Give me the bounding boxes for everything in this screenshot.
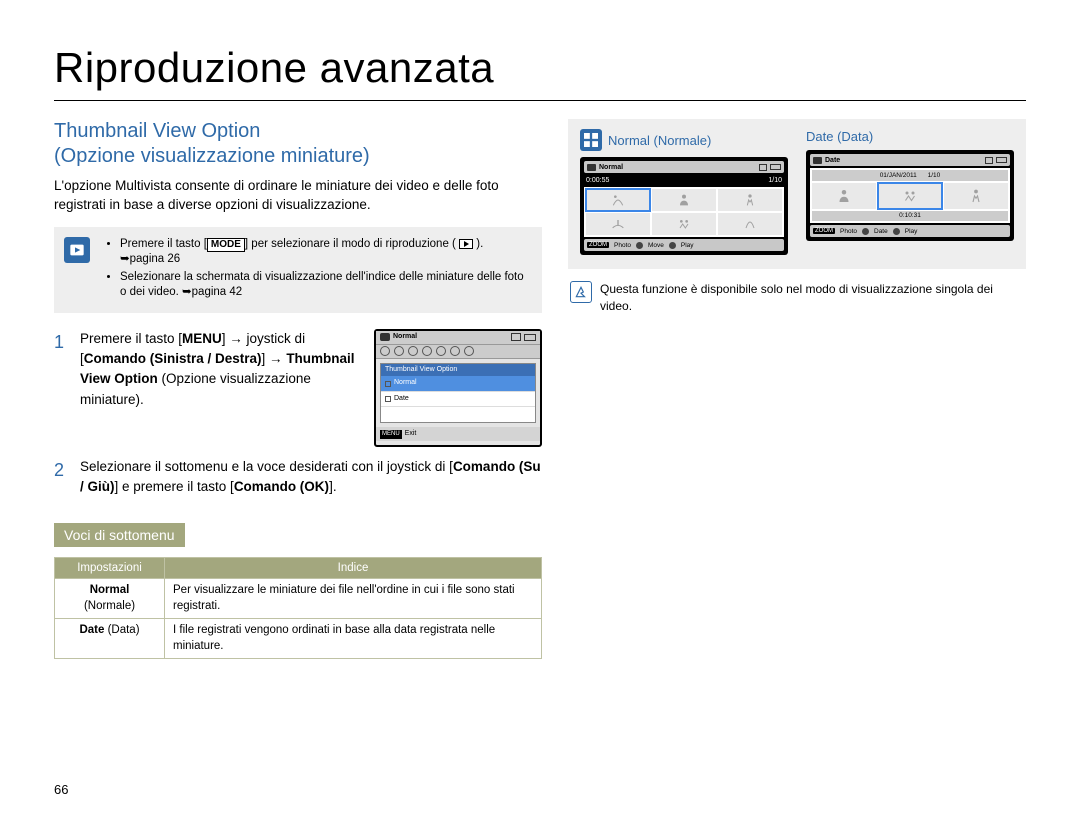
video-icon: [587, 164, 596, 171]
info-note-text: Questa funzione è disponibile solo nel m…: [600, 281, 1026, 315]
camera-icon: [380, 333, 390, 341]
menu-option: Date: [381, 392, 535, 408]
intro-text: L'opzione Multivista consente di ordinar…: [54, 177, 542, 215]
table-row: Normal(Normale) Per visualizzare le mini…: [55, 579, 542, 619]
battery-icon: [996, 157, 1007, 163]
mode-badge: MODE: [207, 238, 245, 252]
step-number: 2: [54, 457, 70, 498]
joystick-icon: [862, 228, 869, 235]
preview-title: Date (Data): [806, 129, 1014, 144]
thumbnail: [652, 189, 716, 211]
camera-screen-date: Date 01/JAN/2011 1/10 0:10:31: [806, 150, 1014, 241]
divider: [54, 100, 1026, 101]
step: 1 Normal Thumbnail View Option: [54, 329, 542, 447]
menu-tab-icons: [376, 345, 540, 359]
preview-date: Date (Data) Date 01/JAN/2011 1/10: [806, 129, 1014, 255]
thumbnail: [718, 189, 782, 211]
joystick-icon: [893, 228, 900, 235]
clip-count: 1/10: [768, 177, 782, 184]
note-bullet: Premere il tasto [MODE] per selezionare …: [120, 237, 528, 268]
joystick-icon: [636, 242, 643, 249]
info-icon: [570, 281, 592, 303]
joystick-icon: [669, 242, 676, 249]
page-number: 66: [54, 782, 68, 797]
menu-mode-label: Normal: [393, 332, 417, 343]
thumbnail: [812, 183, 876, 209]
right-column: Normal (Normale) Normal 0:00:551/10: [568, 119, 1026, 659]
submenu-table: Impostazioni Indice Normal(Normale) Per …: [54, 557, 542, 659]
submenu-heading: Voci di sottomenu: [54, 523, 185, 547]
step-text: Selezionare il sottomenu e la voce desid…: [80, 457, 542, 498]
menu-button-label: MENU: [380, 430, 402, 439]
manual-page: Riproduzione avanzata Thumbnail View Opt…: [0, 0, 1080, 825]
section-heading-line1: Thumbnail View Option: [54, 120, 260, 142]
camera-screen-normal: Normal 0:00:551/10 ZOOMPhotoMovePlay: [580, 157, 788, 255]
menu-dropdown: Thumbnail View Option Normal Date: [380, 363, 536, 423]
table-row: Date (Data) I file registrati vengono or…: [55, 619, 542, 659]
sd-card-icon: [985, 157, 993, 164]
thumbnail: [718, 213, 782, 235]
prerequisite-note: Premere il tasto [MODE] per selezionare …: [54, 227, 542, 313]
table-header: Indice: [165, 558, 542, 579]
battery-icon: [770, 164, 781, 170]
menu-footer: MENUExit: [376, 427, 540, 442]
date-bar: 01/JAN/2011 1/10: [812, 170, 1008, 181]
note-bullet: Selezionare la schermata di visualizzazi…: [120, 270, 528, 301]
play-mode-icon: [64, 237, 90, 263]
clip-time: 0:00:55: [586, 177, 609, 184]
step: 2 Selezionare il sottomenu e la voce des…: [54, 457, 542, 498]
grid-icon: [580, 129, 602, 151]
menu-option-selected: Normal: [381, 376, 535, 392]
play-glyph-icon: [459, 239, 473, 249]
section-heading: Thumbnail View Option (Opzione visualizz…: [54, 119, 542, 169]
zoom-label: ZOOM: [587, 242, 609, 248]
sd-card-icon: [511, 333, 521, 341]
thumbnail-row: [812, 183, 1008, 209]
section-heading-line2: (Opzione visualizzazione miniature): [54, 144, 542, 169]
thumbnail: [652, 213, 716, 235]
duration-bar: 0:10:31: [812, 211, 1008, 221]
step-text: Normal Thumbnail View Option Normal Date…: [80, 329, 542, 447]
preview-title: Normal (Normale): [580, 129, 788, 151]
sd-card-icon: [759, 164, 767, 171]
thumbnail: [944, 183, 1008, 209]
preview-normal: Normal (Normale) Normal 0:00:551/10: [580, 129, 788, 255]
battery-icon: [524, 334, 536, 341]
zoom-label: ZOOM: [813, 228, 835, 234]
menu-top-bar: Normal: [376, 331, 540, 345]
info-note: Questa funzione è disponibile solo nel m…: [568, 279, 1026, 315]
thumbnail-selected: [586, 189, 650, 211]
left-column: Thumbnail View Option (Opzione visualizz…: [54, 119, 542, 659]
menu-dropdown-header: Thumbnail View Option: [381, 364, 535, 377]
page-title: Riproduzione avanzata: [54, 44, 1026, 92]
menu-screenshot: Normal Thumbnail View Option Normal Date…: [374, 329, 542, 447]
preview-box: Normal (Normale) Normal 0:00:551/10: [568, 119, 1026, 269]
thumbnail-grid: [584, 187, 784, 237]
video-icon: [813, 157, 822, 164]
check-icon: [385, 381, 391, 387]
thumbnail-selected: [878, 183, 942, 209]
step-number: 1: [54, 329, 70, 447]
thumbnail: [586, 213, 650, 235]
table-header: Impostazioni: [55, 558, 165, 579]
content-columns: Thumbnail View Option (Opzione visualizz…: [54, 119, 1026, 659]
